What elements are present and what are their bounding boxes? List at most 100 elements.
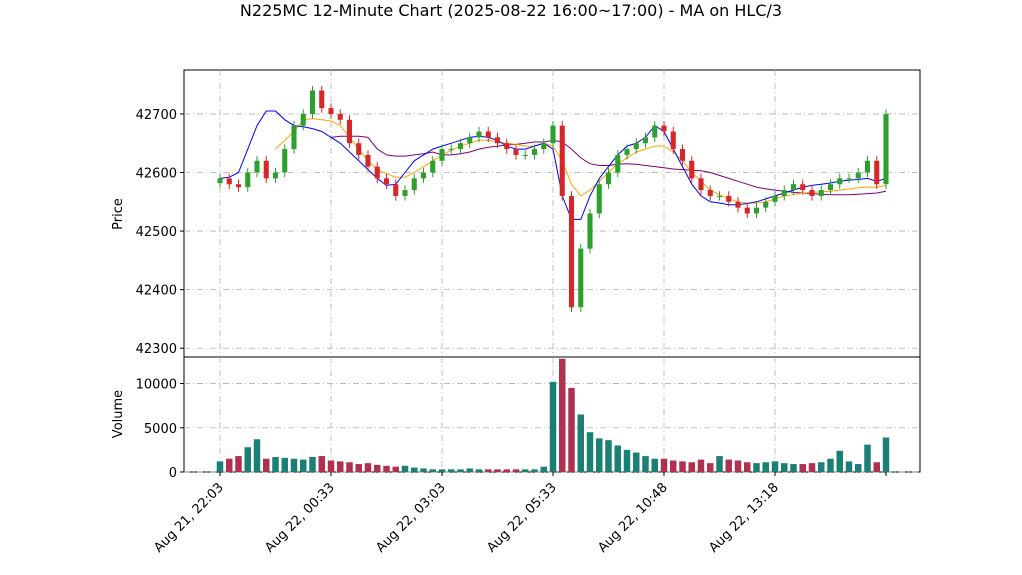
candle-body (790, 184, 797, 191)
candle-body (624, 149, 630, 155)
candle-body (605, 172, 612, 185)
volume-bar (605, 440, 612, 472)
volume-tick-label: 10000 (136, 378, 177, 393)
candle-body (226, 178, 232, 185)
volume-bar (309, 456, 316, 472)
candle-body (615, 154, 621, 173)
volume-bars (216, 358, 890, 472)
candle-body (439, 149, 445, 161)
volume-bar (448, 469, 455, 472)
volume-bar (475, 469, 483, 472)
candle-body (430, 160, 436, 173)
candle-body (522, 154, 528, 156)
candle-body (300, 113, 306, 126)
candle-body (337, 113, 343, 120)
volume-bar (226, 458, 233, 472)
volume-bar (716, 456, 723, 472)
volume-bar (808, 463, 816, 472)
volume-bar (235, 456, 242, 472)
price-tick-label: 42600 (136, 167, 177, 182)
volume-bar (318, 456, 325, 472)
volume-bar (346, 462, 353, 472)
candle-body (763, 201, 769, 208)
volume-bar (642, 456, 649, 472)
candle-body (374, 166, 380, 179)
candle-body (319, 90, 325, 109)
volume-bar (457, 469, 464, 472)
volume-bar (651, 458, 658, 472)
candle-body (448, 149, 454, 151)
candle-body (744, 207, 750, 214)
volume-panel: 0 5000 10000 Volume (111, 356, 921, 481)
x-tick-label: Aug 22, 13:18 (706, 480, 782, 556)
candle-body (846, 178, 852, 180)
candle-body (393, 184, 399, 196)
volume-ylabel: Volume (111, 390, 126, 438)
volume-y-ticks: 0 5000 10000 (136, 378, 184, 481)
candle-body (531, 149, 538, 155)
candle-body (698, 178, 704, 191)
volume-bar (355, 464, 362, 472)
candle-body (827, 184, 834, 191)
candle-body (578, 248, 584, 308)
candle-body (596, 184, 602, 214)
candle-body (457, 143, 464, 150)
volume-bar (836, 450, 843, 472)
candle-body (411, 178, 417, 191)
candle-body (272, 172, 279, 179)
price-panel: 42300 42400 42500 42600 42700 Price (111, 69, 921, 358)
volume-bar (253, 439, 261, 472)
candle-body (282, 149, 288, 173)
candle-body (707, 190, 713, 196)
volume-bar (818, 462, 825, 472)
candle-body (781, 190, 787, 196)
candle-body (550, 125, 556, 144)
x-tick-label: Aug 22, 10:48 (595, 480, 671, 556)
volume-bar (466, 468, 473, 472)
candle-body (726, 195, 732, 202)
volume-bar (392, 466, 399, 472)
candle-body (735, 201, 741, 208)
volume-bar (855, 464, 862, 472)
candle-body (864, 160, 871, 173)
x-tick-label: Aug 22, 00:33 (262, 480, 338, 556)
candle-body (809, 190, 815, 196)
volume-bar (744, 462, 751, 472)
candle-body (818, 190, 824, 196)
candle-body (254, 160, 260, 173)
candle-body (365, 154, 371, 167)
candle-body (652, 125, 658, 138)
volume-bar (679, 461, 686, 472)
volume-bar (281, 457, 288, 472)
volume-bar (790, 464, 797, 472)
price-ylabel: Price (111, 198, 126, 230)
candle-body (346, 119, 353, 144)
candle-body (328, 108, 334, 114)
volume-bar (707, 463, 714, 472)
volume-bar (411, 467, 418, 472)
candle-body (541, 143, 547, 150)
volume-bar (734, 460, 742, 472)
chart-title: N225MC 12-Minute Chart (2025-08-22 16:00… (240, 1, 782, 20)
candle-body (559, 125, 565, 196)
candle-body (661, 125, 667, 132)
volume-bar (300, 459, 307, 472)
volume-bar (494, 469, 501, 472)
x-tick-label: Aug 22, 05:33 (484, 480, 560, 556)
candle-body (837, 178, 843, 185)
candle-body (587, 213, 593, 249)
volume-bar (873, 462, 880, 472)
volume-bar (586, 432, 594, 472)
volume-bar (272, 456, 279, 472)
volume-bar (697, 459, 705, 472)
volume-bar (503, 469, 510, 472)
candle-body (356, 143, 362, 155)
candle-body (467, 137, 473, 144)
volume-bar (263, 458, 270, 472)
price-panel-frame (183, 69, 921, 358)
volume-bar (614, 445, 621, 472)
candle-body (494, 137, 501, 144)
candle-body (670, 131, 676, 150)
price-grid (184, 70, 920, 357)
candle-body (402, 190, 408, 196)
